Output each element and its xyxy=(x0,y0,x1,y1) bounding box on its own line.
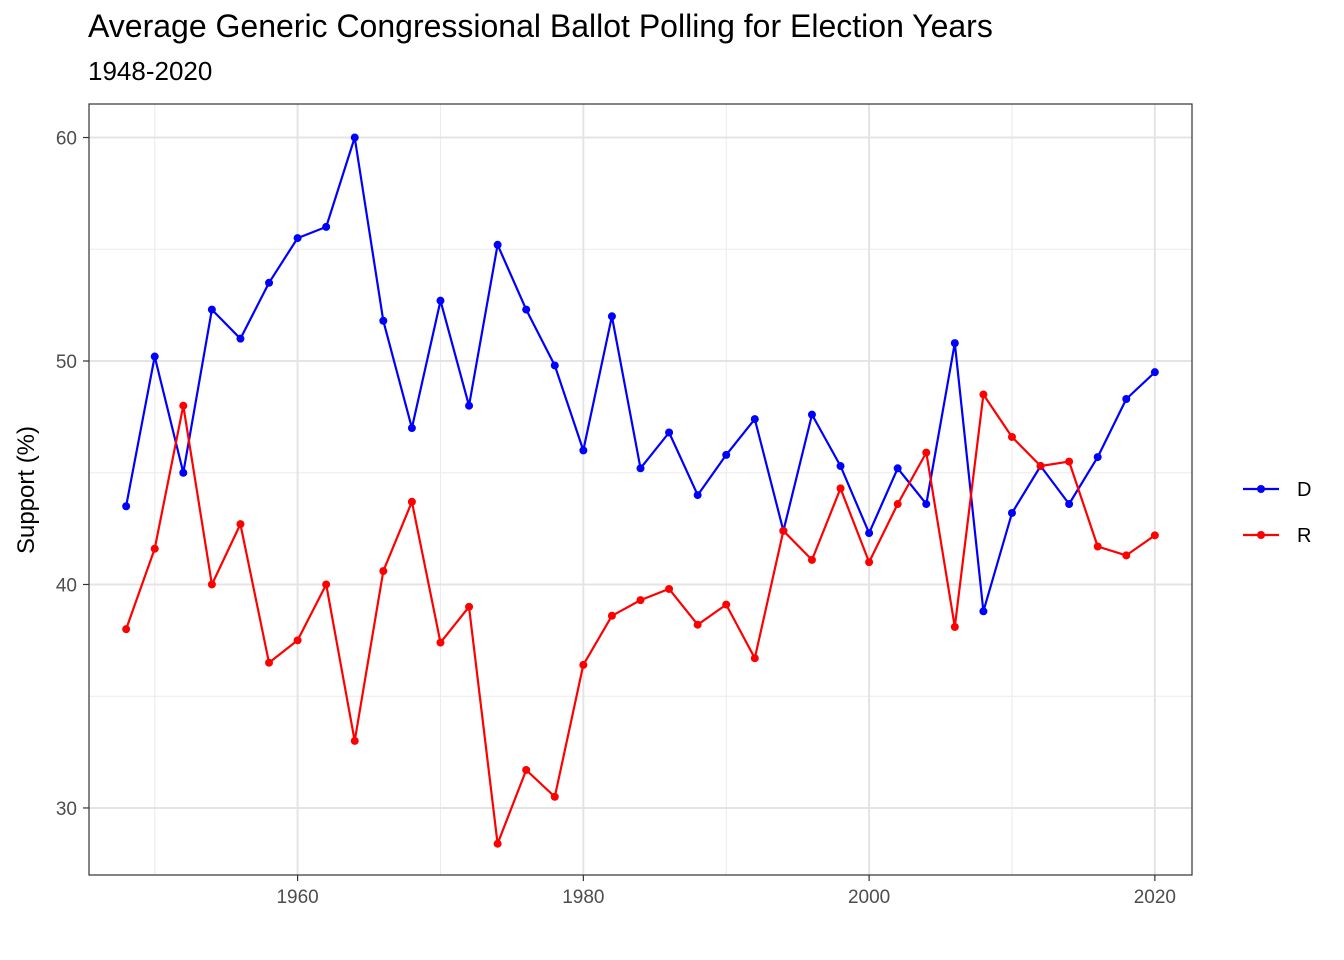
legend-label: D xyxy=(1297,479,1311,501)
data-point-D xyxy=(522,306,530,314)
data-point-D xyxy=(1065,500,1073,508)
data-point-R xyxy=(465,603,473,611)
series-line-R xyxy=(126,395,1155,844)
data-point-R xyxy=(951,623,959,631)
data-point-D xyxy=(1094,453,1102,461)
data-point-D xyxy=(551,361,559,369)
data-point-D xyxy=(837,462,845,470)
data-point-R xyxy=(1065,458,1073,466)
data-point-R xyxy=(779,527,787,535)
data-point-R xyxy=(665,585,673,593)
data-point-R xyxy=(179,402,187,410)
data-point-D xyxy=(608,312,616,320)
data-point-D xyxy=(322,223,330,231)
data-point-D xyxy=(465,402,473,410)
data-point-R xyxy=(894,500,902,508)
x-tick-label: 1980 xyxy=(562,887,604,908)
data-point-R xyxy=(494,840,502,848)
series-layer xyxy=(122,134,1159,848)
data-point-D xyxy=(865,529,873,537)
data-point-R xyxy=(808,556,816,564)
data-point-D xyxy=(351,134,359,142)
data-point-D xyxy=(408,424,416,432)
data-point-D xyxy=(894,464,902,472)
data-point-R xyxy=(122,625,130,633)
legend: DR xyxy=(1243,479,1311,547)
data-point-D xyxy=(694,491,702,499)
data-point-R xyxy=(694,621,702,629)
data-point-R xyxy=(436,639,444,647)
data-point-D xyxy=(1151,368,1159,376)
data-point-D xyxy=(808,411,816,419)
data-point-D xyxy=(1008,509,1016,517)
axes: 1960 1980 2000 2020 30 40 50 60 xyxy=(56,129,1176,908)
data-point-D xyxy=(208,306,216,314)
data-point-D xyxy=(979,607,987,615)
data-point-R xyxy=(236,520,244,528)
y-tick-label: 50 xyxy=(56,352,77,373)
data-point-D xyxy=(379,317,387,325)
data-point-R xyxy=(865,558,873,566)
y-tick-label: 30 xyxy=(56,799,77,820)
x-tick-label: 2020 xyxy=(1134,887,1176,908)
data-point-D xyxy=(122,502,130,510)
data-point-R xyxy=(979,391,987,399)
data-point-R xyxy=(322,580,330,588)
data-point-D xyxy=(494,241,502,249)
data-point-R xyxy=(922,449,930,457)
x-tick-label: 2000 xyxy=(848,887,890,908)
legend-key-point xyxy=(1257,531,1265,539)
data-point-D xyxy=(951,339,959,347)
data-point-R xyxy=(379,567,387,575)
data-point-R xyxy=(608,612,616,620)
data-point-D xyxy=(236,335,244,343)
legend-label: R xyxy=(1297,525,1311,547)
data-point-R xyxy=(351,737,359,745)
data-point-D xyxy=(922,500,930,508)
legend-key-point xyxy=(1257,485,1265,493)
data-point-R xyxy=(579,661,587,669)
y-axis-label: Support (%) xyxy=(13,426,40,554)
data-point-D xyxy=(579,446,587,454)
data-point-D xyxy=(637,464,645,472)
data-point-R xyxy=(1037,462,1045,470)
data-point-R xyxy=(637,596,645,604)
data-point-D xyxy=(751,415,759,423)
series-line-D xyxy=(126,138,1155,612)
data-point-R xyxy=(751,654,759,662)
data-point-D xyxy=(265,279,273,287)
y-tick-label: 60 xyxy=(56,129,77,150)
data-point-D xyxy=(179,469,187,477)
data-point-D xyxy=(294,234,302,242)
data-point-D xyxy=(151,353,159,361)
data-point-R xyxy=(1008,433,1016,441)
data-point-R xyxy=(1094,542,1102,550)
data-point-D xyxy=(1122,395,1130,403)
data-point-R xyxy=(294,636,302,644)
data-point-R xyxy=(265,659,273,667)
data-point-R xyxy=(208,580,216,588)
y-tick-label: 40 xyxy=(56,575,77,596)
data-point-R xyxy=(837,484,845,492)
data-point-D xyxy=(722,451,730,459)
data-point-R xyxy=(151,545,159,553)
legend-item-R: R xyxy=(1243,525,1311,547)
data-point-D xyxy=(436,297,444,305)
x-tick-label: 1960 xyxy=(276,887,318,908)
data-point-R xyxy=(551,793,559,801)
data-point-R xyxy=(522,766,530,774)
data-point-R xyxy=(1122,551,1130,559)
data-point-R xyxy=(408,498,416,506)
data-point-R xyxy=(722,601,730,609)
data-point-R xyxy=(1151,531,1159,539)
data-point-D xyxy=(665,429,673,437)
legend-item-D: D xyxy=(1243,479,1311,501)
